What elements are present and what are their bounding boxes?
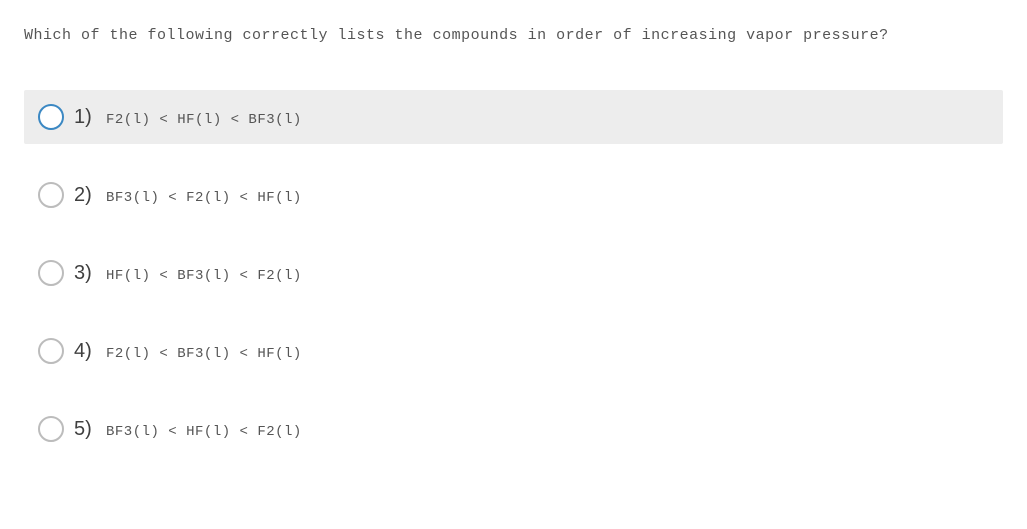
question-container: Which of the following correctly lists t… [0, 0, 1027, 456]
option-3[interactable]: 3) HF(l) < BF3(l) < F2(l) [24, 246, 1003, 300]
option-number: 3) [74, 262, 98, 285]
option-2[interactable]: 2) BF3(l) < F2(l) < HF(l) [24, 168, 1003, 222]
option-5[interactable]: 5) BF3(l) < HF(l) < F2(l) [24, 402, 1003, 456]
option-number: 1) [74, 106, 98, 129]
radio-icon[interactable] [38, 416, 64, 442]
option-number: 2) [74, 184, 98, 207]
radio-icon[interactable] [38, 182, 64, 208]
option-number: 5) [74, 418, 98, 441]
option-text: BF3(l) < HF(l) < F2(l) [106, 418, 302, 440]
radio-icon[interactable] [38, 104, 64, 130]
option-1[interactable]: 1) F2(l) < HF(l) < BF3(l) [24, 90, 1003, 144]
radio-icon[interactable] [38, 260, 64, 286]
options-list: 1) F2(l) < HF(l) < BF3(l) 2) BF3(l) < F2… [24, 90, 1003, 456]
option-text: HF(l) < BF3(l) < F2(l) [106, 262, 302, 284]
option-text: BF3(l) < F2(l) < HF(l) [106, 184, 302, 206]
option-number: 4) [74, 340, 98, 363]
option-text: F2(l) < BF3(l) < HF(l) [106, 340, 302, 362]
option-4[interactable]: 4) F2(l) < BF3(l) < HF(l) [24, 324, 1003, 378]
radio-icon[interactable] [38, 338, 64, 364]
option-text: F2(l) < HF(l) < BF3(l) [106, 106, 302, 128]
question-text: Which of the following correctly lists t… [24, 18, 1003, 54]
